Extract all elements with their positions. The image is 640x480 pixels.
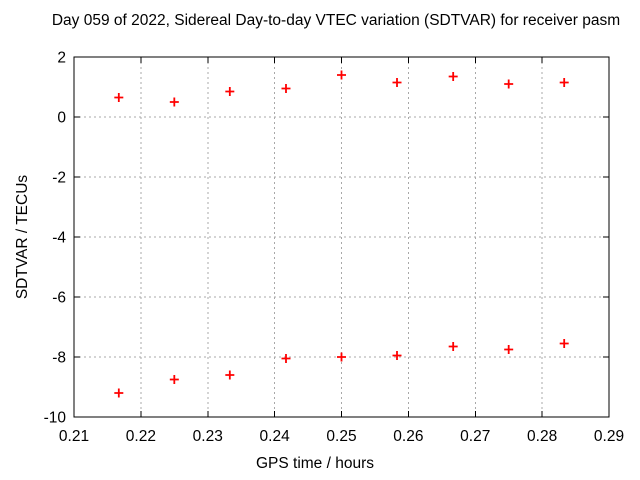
- x-tick-label: 0.28: [527, 428, 557, 445]
- data-point-marker: [225, 370, 235, 380]
- data-point-marker: [559, 78, 569, 87]
- data-point-marker: [225, 87, 235, 96]
- data-point-marker: [169, 97, 179, 107]
- y-tick-label: -4: [52, 230, 66, 247]
- data-point-marker: [337, 352, 346, 362]
- data-point-marker: [281, 84, 291, 93]
- data-point-marker: [114, 388, 124, 398]
- y-tick-label: 0: [57, 110, 66, 127]
- data-point-marker: [448, 342, 458, 351]
- data-point-marker: [504, 79, 514, 89]
- y-tick-label: 2: [57, 50, 66, 67]
- x-tick-label: 0.27: [460, 428, 490, 445]
- y-tick-label: -2: [52, 170, 66, 187]
- x-tick-label: 0.23: [193, 428, 223, 445]
- x-tick-label: 0.24: [260, 428, 291, 445]
- data-point-marker: [559, 339, 569, 348]
- y-tick-label: -10: [44, 410, 67, 427]
- x-tick-label: 0.29: [594, 428, 624, 445]
- chart-title: Day 059 of 2022, Sidereal Day-to-day VTE…: [51, 12, 621, 29]
- data-point-marker: [281, 354, 291, 363]
- x-tick-label: 0.25: [326, 428, 356, 445]
- x-tick-label: 0.26: [393, 428, 423, 445]
- x-tick-label: 0.21: [59, 428, 89, 445]
- data-point-marker: [169, 375, 179, 384]
- y-tick-label: -8: [52, 350, 66, 367]
- data-point-marker: [337, 70, 346, 80]
- x-axis-title: GPS time / hours: [255, 455, 374, 472]
- data-point-marker: [114, 93, 124, 102]
- data-point-marker: [504, 345, 514, 354]
- data-point-marker: [392, 351, 402, 360]
- x-tick-label: 0.22: [126, 428, 156, 445]
- data-point-marker: [448, 72, 458, 81]
- y-tick-label: -6: [52, 290, 66, 307]
- data-point-marker: [392, 78, 402, 87]
